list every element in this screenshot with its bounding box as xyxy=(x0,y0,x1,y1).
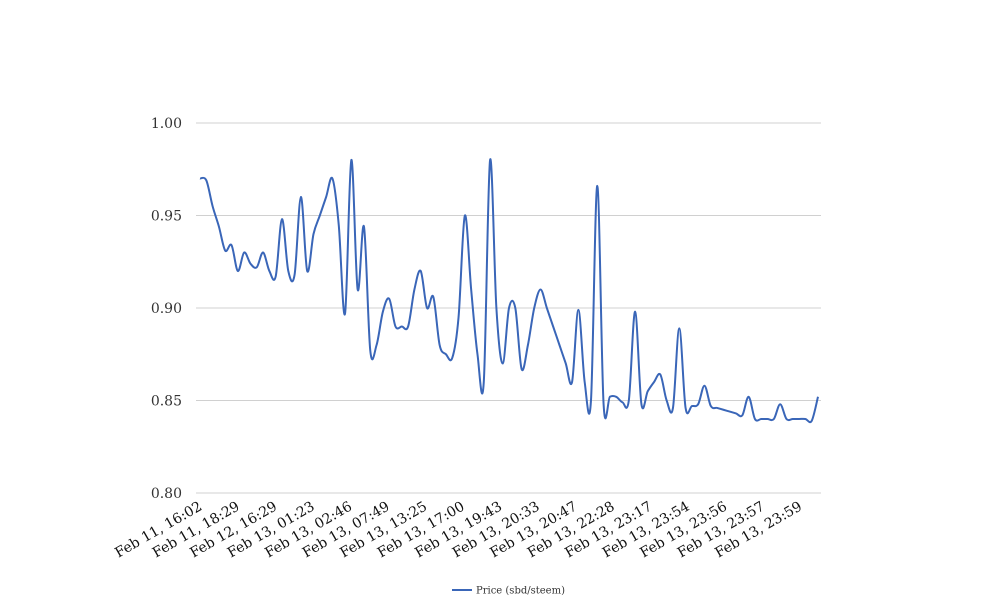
y-tick-label: 0.85 xyxy=(151,394,182,410)
legend-label-price: Price (sbd/steem) xyxy=(476,586,565,597)
y-tick-label: 0.80 xyxy=(151,486,182,502)
series-layer xyxy=(199,158,819,424)
legend: Price (sbd/steem) xyxy=(452,586,565,597)
y-tick-label: 0.90 xyxy=(151,301,182,317)
series-line-price xyxy=(199,158,819,424)
y-tick-label: 0.95 xyxy=(151,209,182,225)
y-tick-label: 1.00 xyxy=(151,116,182,132)
y-axis-ticks: 0.80 0.85 0.90 0.95 1.00 xyxy=(151,116,182,502)
